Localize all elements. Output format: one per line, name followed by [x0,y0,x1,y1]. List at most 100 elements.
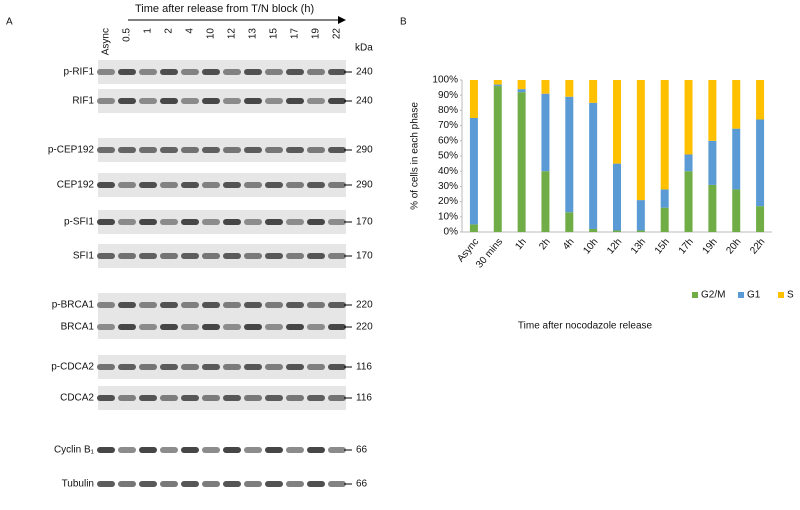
band [118,219,136,225]
y-tick-label: 90% [438,90,458,101]
band [202,219,220,225]
x-tick-label: 19h [701,237,720,257]
x-tick-label: 4h [561,237,577,253]
band [181,481,199,487]
y-tick-label: 40% [438,166,458,177]
blot-label: p-BRCA1 [52,300,95,311]
bar-segment [732,189,741,232]
band [223,219,241,225]
band [202,447,220,453]
legend-label: G1 [747,290,761,301]
bar-segment [469,224,478,232]
band [328,395,346,401]
band [265,481,283,487]
band [244,324,262,330]
band [118,324,136,330]
band [223,302,241,308]
band [244,69,262,75]
lane-label: 10 [206,28,217,40]
band [118,69,136,75]
band [307,219,325,225]
band [286,147,304,153]
blot-label: p-CEP192 [48,145,95,156]
lane-label: 2 [164,28,175,34]
band [286,219,304,225]
band [118,364,136,370]
band [139,219,157,225]
band [160,481,178,487]
band [118,147,136,153]
band [328,147,346,153]
band [139,481,157,487]
band [97,364,115,370]
band [118,182,136,188]
band [307,324,325,330]
band [181,219,199,225]
band [160,395,178,401]
bar-segment [636,80,645,201]
bar-segment [660,207,669,232]
marker-label: 240 [356,96,373,107]
arrow-head [338,16,346,24]
x-tick-label: 12h [605,237,624,257]
band [160,364,178,370]
band [181,147,199,153]
panel-label: B [400,17,407,28]
bar-segment [517,92,526,232]
band [160,182,178,188]
bar-segment [469,80,478,118]
band [202,324,220,330]
bar-segment [684,154,693,172]
band [97,69,115,75]
bar-segment [636,230,645,232]
band [139,324,157,330]
band [265,219,283,225]
band [97,447,115,453]
y-tick-label: 20% [438,196,458,207]
band [223,395,241,401]
bar-segment [708,80,717,141]
band [139,147,157,153]
band [244,147,262,153]
band [244,182,262,188]
blot-label: CEP192 [57,180,95,191]
bar-segment [732,128,741,190]
unit-label: kDa [355,43,373,54]
bar-segment [684,80,693,155]
bar-segment [469,118,478,225]
band [244,364,262,370]
band [307,481,325,487]
lane-label: 22 [332,28,343,40]
band [265,302,283,308]
band [328,324,346,330]
bar-segment [565,212,574,232]
band [286,447,304,453]
band [118,481,136,487]
band [139,302,157,308]
marker-label: 290 [356,145,373,156]
band [328,98,346,104]
bar-segment [589,228,598,232]
y-tick-label: 80% [438,105,458,116]
x-tick-label: 20h [724,237,743,257]
lane-label: 19 [311,28,322,40]
band [139,253,157,259]
band [181,395,199,401]
bar-segment [660,80,669,190]
band [286,182,304,188]
blot-label: p-RIF1 [63,67,94,78]
band [223,98,241,104]
bar-segment [493,80,502,85]
blot-label: RIF1 [72,96,94,107]
x-tick-label: 22h [748,237,767,257]
marker-label: 220 [356,300,373,311]
band [265,182,283,188]
bar-segment [684,171,693,232]
y-tick-label: 10% [438,211,458,222]
band [265,395,283,401]
band [202,253,220,259]
band [97,253,115,259]
band [244,302,262,308]
